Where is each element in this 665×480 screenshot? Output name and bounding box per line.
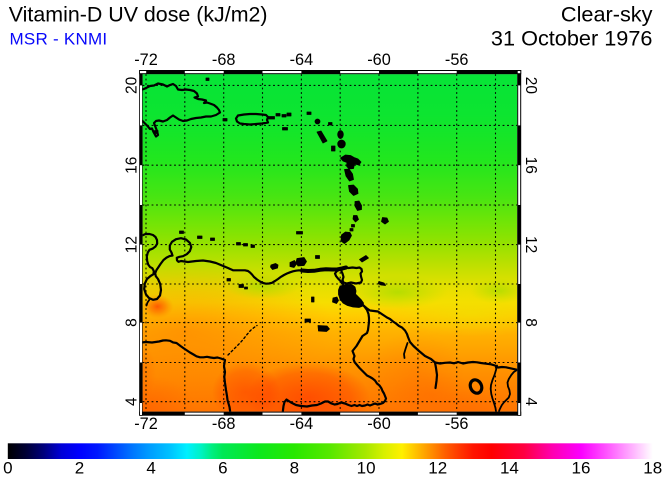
svg-text:20: 20 [124, 76, 141, 94]
svg-text:12: 12 [522, 236, 539, 253]
svg-text:-56: -56 [445, 51, 469, 69]
svg-text:-72: -72 [134, 415, 158, 433]
svg-text:2: 2 [75, 459, 84, 478]
svg-text:16: 16 [572, 459, 591, 478]
svg-text:MSR - KNMI: MSR - KNMI [10, 29, 108, 48]
svg-text:4: 4 [522, 397, 539, 406]
svg-text:16: 16 [522, 157, 539, 174]
svg-text:Clear-sky: Clear-sky [561, 2, 653, 27]
svg-text:-60: -60 [367, 51, 391, 69]
svg-text:14: 14 [500, 459, 519, 478]
svg-text:31 October 1976: 31 October 1976 [491, 26, 653, 51]
svg-text:-56: -56 [445, 415, 469, 433]
svg-text:12: 12 [124, 236, 141, 253]
svg-text:-72: -72 [134, 51, 158, 69]
svg-text:16: 16 [124, 157, 141, 174]
svg-text:-60: -60 [367, 415, 391, 433]
svg-text:-64: -64 [290, 51, 314, 69]
svg-text:-68: -68 [212, 415, 236, 433]
svg-text:6: 6 [218, 459, 227, 478]
svg-text:8: 8 [522, 318, 539, 327]
svg-text:Vitamin-D UV dose (kJ/m2): Vitamin-D UV dose (kJ/m2) [9, 2, 268, 26]
svg-text:18: 18 [643, 459, 662, 478]
svg-text:0: 0 [3, 459, 12, 478]
svg-text:8: 8 [290, 459, 299, 478]
svg-text:-64: -64 [290, 415, 314, 433]
svg-text:4: 4 [146, 459, 155, 478]
svg-text:8: 8 [124, 318, 141, 327]
svg-text:4: 4 [124, 397, 141, 406]
svg-text:-68: -68 [212, 51, 236, 69]
svg-text:10: 10 [357, 459, 376, 478]
svg-text:12: 12 [428, 459, 447, 478]
svg-text:20: 20 [522, 77, 539, 95]
